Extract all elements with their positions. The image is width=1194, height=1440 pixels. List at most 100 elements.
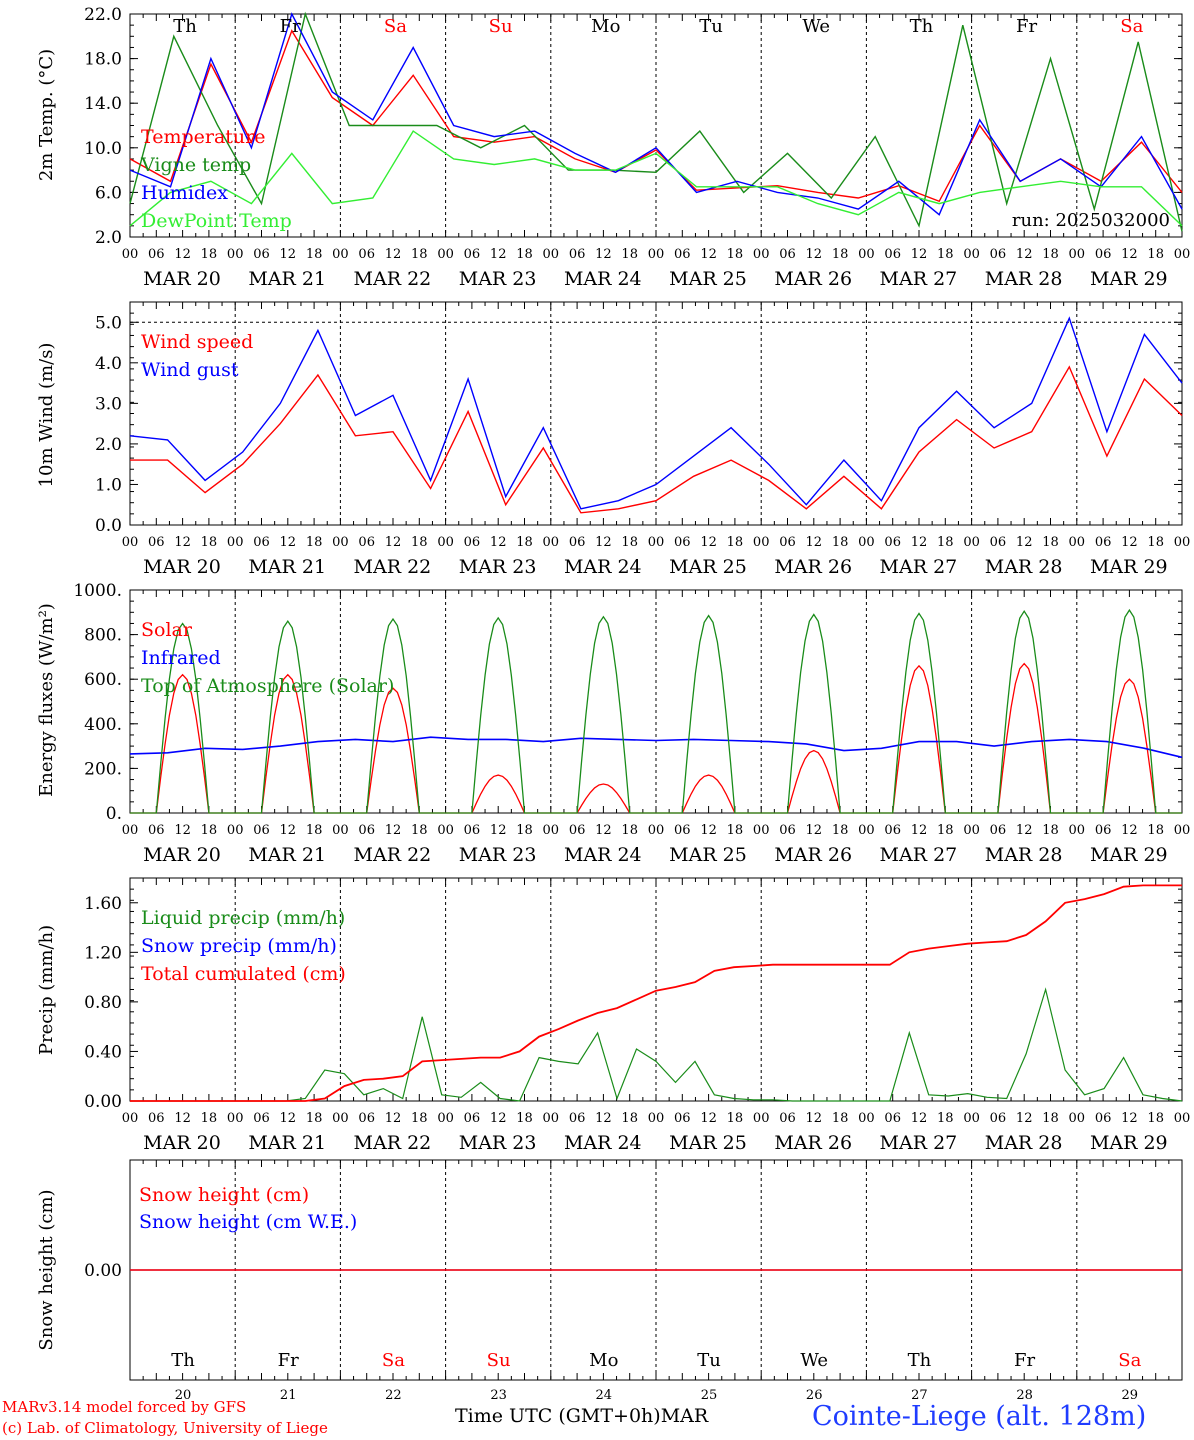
hour-tick-label: 12 [700,823,717,838]
hour-tick-label: 06 [569,823,586,838]
hour-tick-label: 12 [911,535,928,550]
y-tick-label: 1.0 [95,475,122,495]
day-label: MAR 29 [1090,268,1168,290]
hour-tick-label: 18 [832,247,849,262]
hour-tick-label: 06 [990,1111,1007,1126]
y-tick-label: 2.0 [95,435,122,455]
day-label: MAR 24 [564,844,642,866]
hour-tick-label: 12 [1121,823,1138,838]
day-label: MAR 26 [774,844,852,866]
legend-entry: Top of Atmosphere (Solar) [141,675,394,697]
hour-tick-label: 06 [253,1111,270,1126]
day-label: MAR 24 [564,556,642,578]
day-number: 27 [911,1388,928,1403]
hour-tick-label: 06 [990,823,1007,838]
hour-tick-label: 00 [332,247,349,262]
hour-tick-label: 12 [700,535,717,550]
legend-entry: Snow height (cm) [139,1184,309,1206]
hour-tick-label: 00 [437,535,454,550]
day-number: 20 [175,1388,192,1403]
hour-tick-label: 06 [253,823,270,838]
hour-tick-label: 06 [358,1111,375,1126]
y-tick-label: 0.40 [84,1042,122,1062]
hour-tick-label: 18 [201,247,218,262]
hour-tick-label: 00 [753,247,770,262]
hour-tick-label: 06 [148,1111,165,1126]
hour-tick-label: 18 [937,1111,954,1126]
hour-tick-label: 18 [937,823,954,838]
hour-tick-label: 00 [332,823,349,838]
hour-tick-label: 06 [569,247,586,262]
hour-tick-label: 12 [174,1111,191,1126]
hour-tick-label: 18 [621,1111,638,1126]
hour-tick-label: 06 [779,823,796,838]
hour-tick-label: 12 [806,247,823,262]
y-tick-label: 0. [106,804,122,824]
hour-tick-label: 18 [201,535,218,550]
weekday-label: Tu [699,16,723,37]
day-label: MAR 25 [669,844,747,866]
y-tick-label: 600. [84,670,122,690]
hour-tick-label: 12 [700,1111,717,1126]
hour-tick-label: 00 [753,535,770,550]
hour-tick-label: 06 [1095,247,1112,262]
day-label: MAR 27 [880,844,958,866]
hour-tick-label: 18 [411,823,428,838]
hour-tick-label: 00 [227,1111,244,1126]
hour-tick-label: 06 [253,535,270,550]
hour-tick-label: 06 [1095,535,1112,550]
series-line [130,365,1183,514]
series-line [130,608,1182,814]
hour-tick-label: 12 [174,535,191,550]
y-axis-label-4: Snow height (cm) [36,1189,57,1350]
hour-tick-label: 06 [779,247,796,262]
day-label: MAR 24 [564,268,642,290]
time-axis-label: Time UTC (GMT+0h)MAR [455,1405,708,1427]
hour-tick-label: 18 [1042,535,1059,550]
hour-tick-label: 12 [1016,823,1033,838]
hour-tick-label: 12 [1121,535,1138,550]
day-label: MAR 26 [774,556,852,578]
weekday-label: Sa [1120,16,1143,37]
y-tick-label: 800. [84,626,122,646]
hour-tick-label: 18 [201,1111,218,1126]
hour-tick-label: 06 [464,823,481,838]
day-label: MAR 20 [143,268,221,290]
hour-tick-label: 00 [543,823,560,838]
hour-tick-label: 06 [569,535,586,550]
hour-tick-label: 06 [569,1111,586,1126]
y-tick-label: 0.80 [84,993,122,1013]
hour-tick-label: 00 [227,247,244,262]
panel-frame-2 [129,589,1183,814]
legend-entry: Snow height (cm W.E.) [139,1211,357,1233]
legend-entry: DewPoint Temp [141,210,292,232]
y-tick-label: 1.20 [84,943,122,963]
hour-tick-label: 00 [963,1111,980,1126]
day-label: MAR 25 [669,268,747,290]
hour-tick-label: 12 [490,823,507,838]
weekday-label: Sa [384,16,407,37]
y-tick-label: 5.0 [95,313,122,333]
day-label: MAR 23 [459,268,537,290]
day-number: 21 [280,1388,297,1403]
y-tick-label: 0.00 [84,1092,122,1112]
legend-entry: Snow precip (mm/h) [141,935,337,957]
hour-tick-label: 18 [1147,247,1164,262]
day-label: MAR 27 [880,1132,958,1154]
hour-tick-label: 00 [437,823,454,838]
y-axis-label-1: 10m Wind (m/s) [36,343,57,488]
hour-tick-label: 06 [674,1111,691,1126]
day-number: 26 [806,1388,823,1403]
day-label: MAR 28 [985,556,1063,578]
hour-tick-label: 18 [832,823,849,838]
y-tick-label: 0.0 [95,516,122,536]
hour-tick-label: 12 [1121,1111,1138,1126]
hour-tick-label: 06 [464,1111,481,1126]
hour-tick-label: 00 [1174,535,1191,550]
station-name: Cointe-Liege (alt. 128m) [812,1401,1147,1432]
hour-tick-label: 00 [648,535,665,550]
hour-tick-label: 00 [543,1111,560,1126]
hour-tick-label: 00 [753,823,770,838]
hour-tick-label: 06 [148,535,165,550]
